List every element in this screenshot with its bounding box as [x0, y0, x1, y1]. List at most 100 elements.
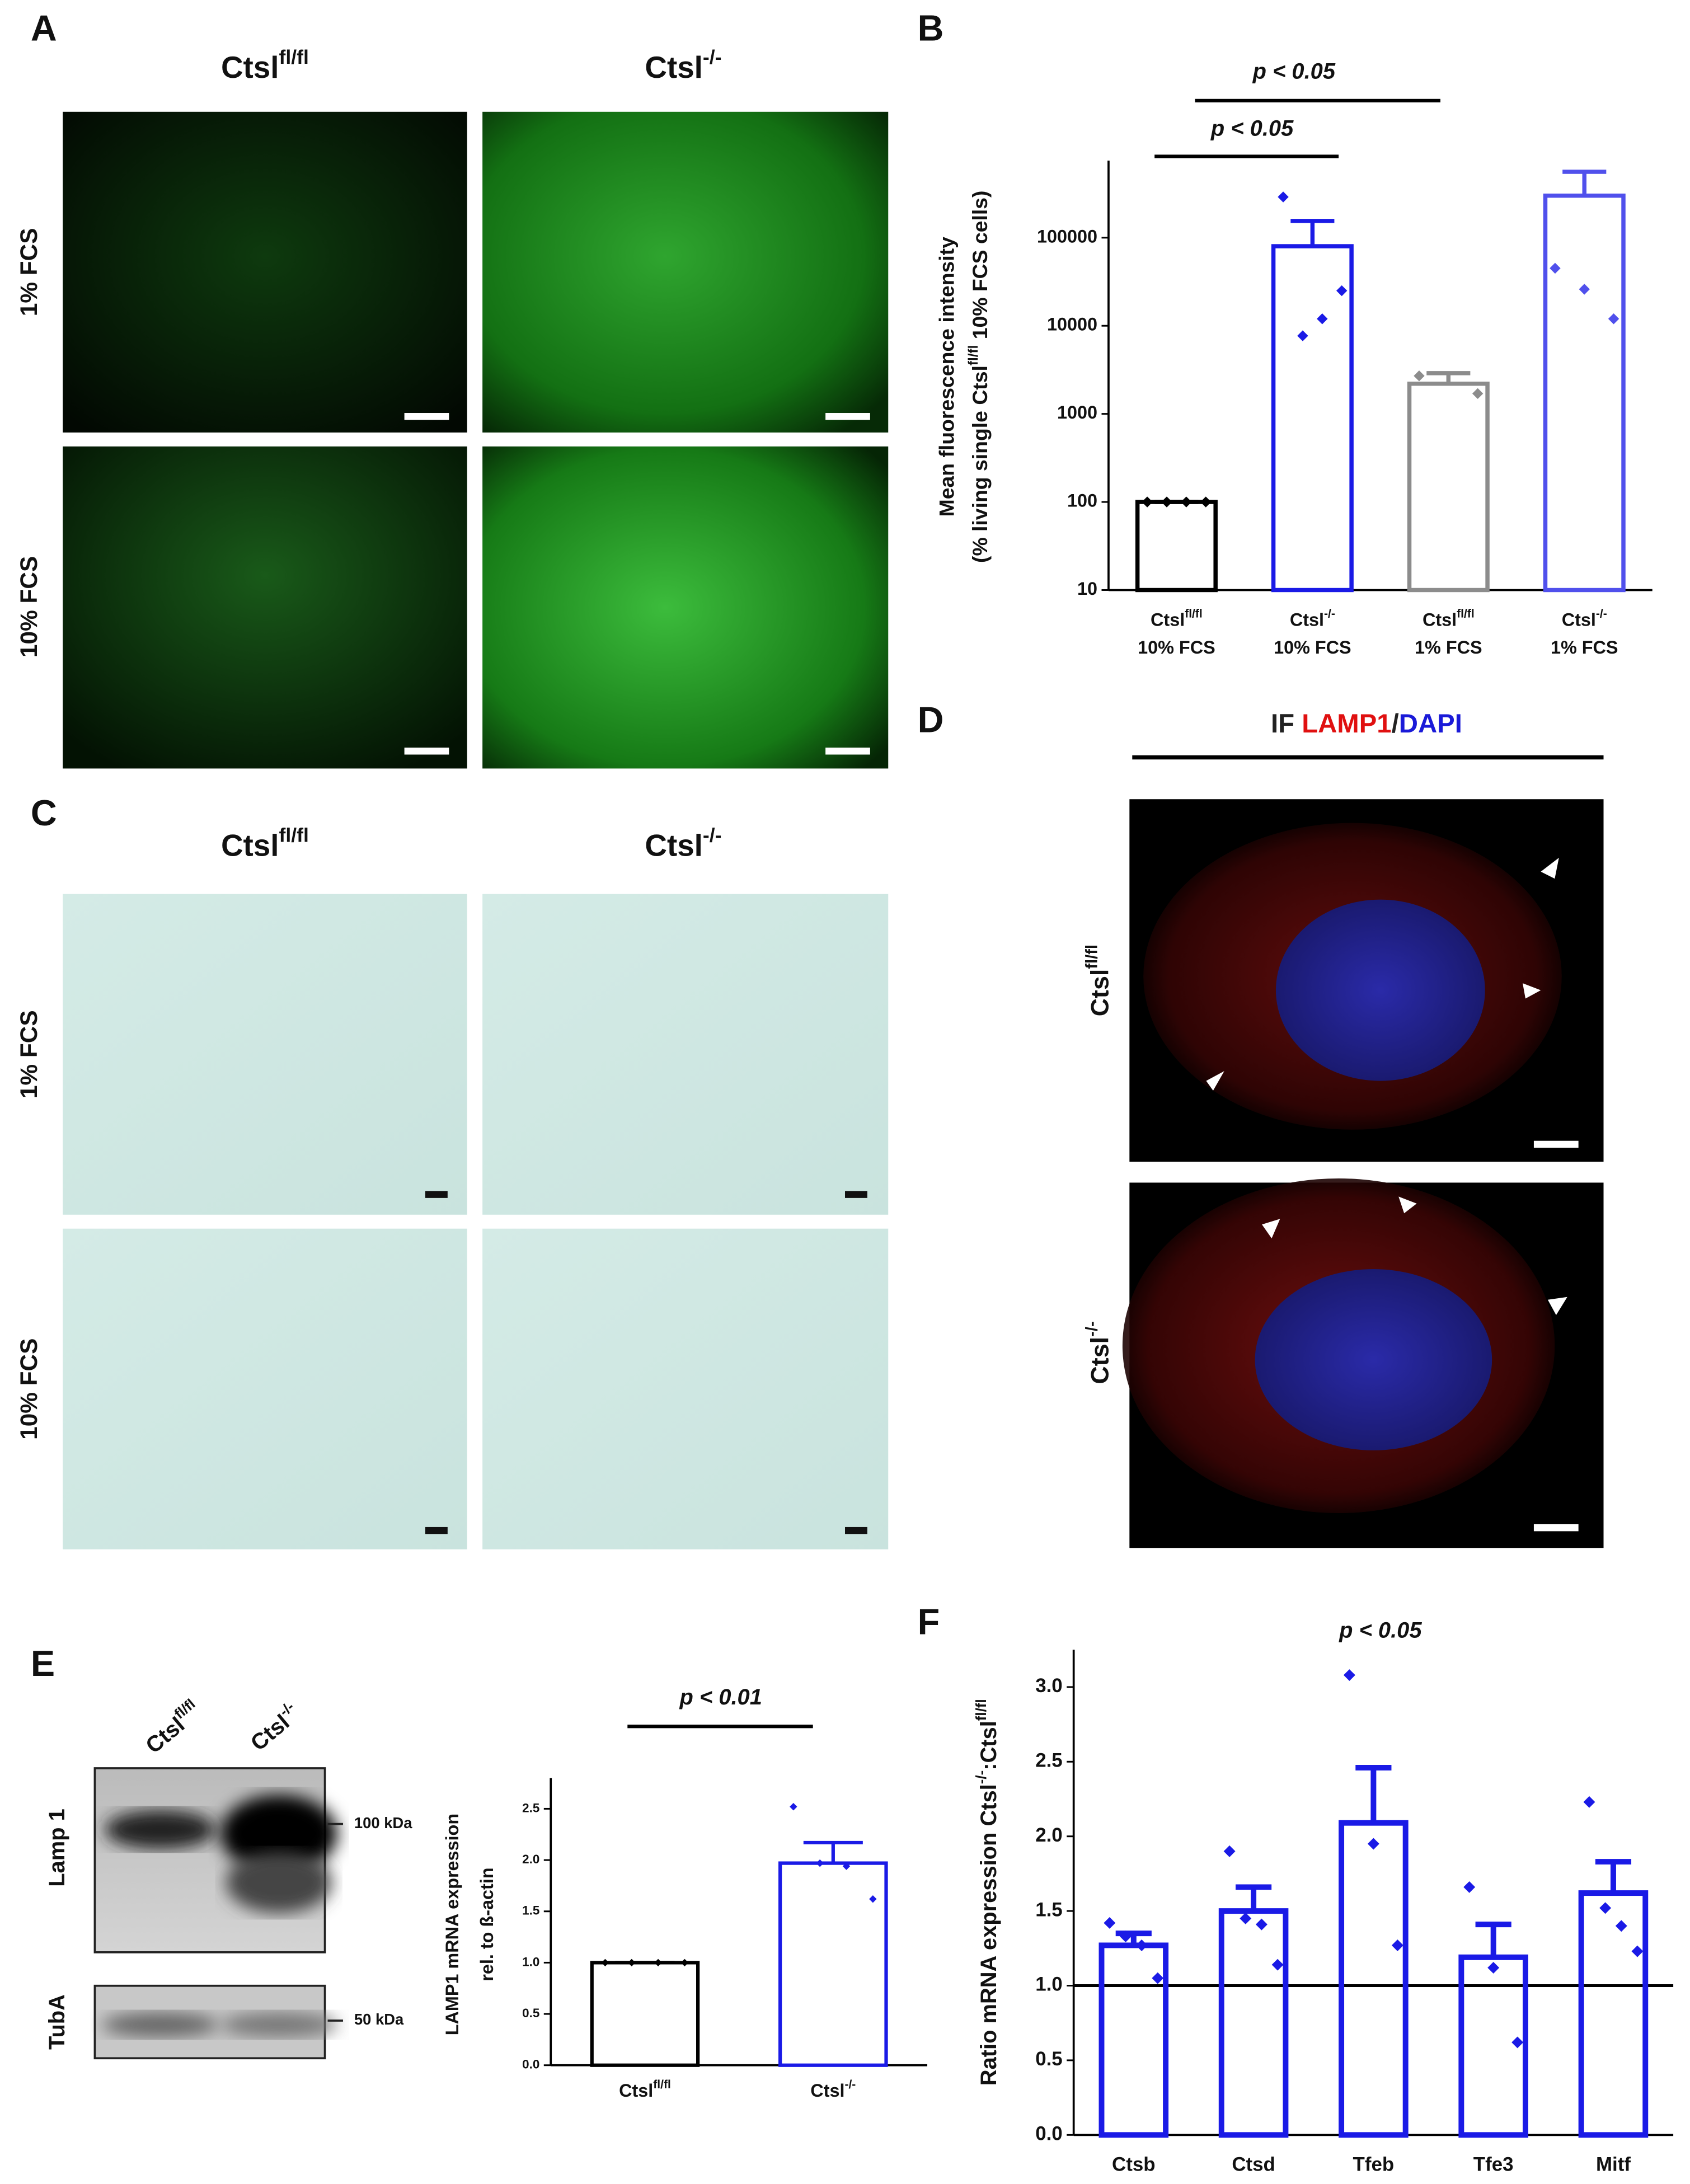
panel-label: D [918, 699, 944, 740]
text-part: 10% FCS cells) [968, 190, 992, 345]
text-part: 10% FCS [1138, 637, 1215, 657]
column-header: Ctslfl/fl [221, 46, 309, 84]
data-point [1297, 330, 1308, 341]
data-point [1463, 1881, 1476, 1893]
data-point [1631, 1945, 1644, 1957]
text-part: Ctsl [221, 50, 279, 85]
column-header: Ctsl-/- [645, 824, 721, 863]
y-tick-label: 1.5 [1035, 1899, 1062, 1920]
x-tick-label: Ctsl-/- [1562, 607, 1607, 630]
error-bar [1355, 1764, 1392, 1823]
data-point [1608, 313, 1619, 325]
row-label: 1% FCS [16, 1010, 42, 1098]
panel-label: A [31, 7, 57, 48]
y-tick-label: 1.5 [522, 1904, 539, 1918]
y-tick-label: 2.0 [522, 1852, 539, 1866]
data-point [1391, 1939, 1403, 1951]
text-part: DAPI [1399, 709, 1462, 739]
y-tick-label: 2.0 [1035, 1824, 1062, 1846]
band-label: TubA [45, 1994, 69, 2050]
data-point [1615, 1920, 1627, 1932]
y-tick-label: 100 [1067, 491, 1097, 511]
x-tick-label: Mitf [1596, 2153, 1631, 2175]
x-tick-label: Ctslfl/fl [619, 2078, 671, 2101]
text-part: Ctsl [1085, 969, 1114, 1017]
data-point [1152, 1972, 1164, 1984]
x-tick-label: Ctslfl/fl [1151, 607, 1203, 630]
panel-title: IF LAMP1/DAPI [1271, 709, 1462, 739]
significance-label: p < 0.05 [1252, 59, 1336, 84]
superscript: fl/fl [279, 46, 308, 68]
panel-label: F [918, 1601, 940, 1642]
bar [1578, 1890, 1649, 2138]
text-part: LAMP1 mRNA expression [442, 1814, 462, 2035]
y-axis-label: Ratio mRNA expression Ctsl-/-:Ctslfl/fl [974, 1699, 1001, 2086]
superscript: fl/fl [1457, 607, 1475, 620]
data-point [869, 1895, 877, 1903]
x-tick-label: Ctslfl/fl [1423, 607, 1475, 630]
y-tick-label: 1000 [1057, 402, 1097, 422]
panel-label: E [31, 1643, 55, 1684]
y-tick-label: 10 [1077, 579, 1097, 599]
row-label: 10% FCS [16, 1338, 42, 1440]
bar [778, 1861, 888, 2067]
text-part: Ctsl [1085, 1337, 1114, 1384]
row-label: Ctsl-/- [1083, 1321, 1114, 1384]
data-point [1336, 285, 1348, 297]
data-point [1223, 1845, 1236, 1857]
text-part: Ctsl [1423, 609, 1457, 630]
superscript: -/- [974, 1770, 989, 1784]
bar [590, 1961, 700, 2067]
y-tick-label: 3.0 [1035, 1675, 1062, 1697]
data-point [1200, 496, 1212, 508]
text-part: rel. to ß-actin [477, 1867, 497, 1981]
data-point [1240, 1912, 1252, 1924]
bar [1135, 500, 1218, 593]
data-point [816, 1859, 824, 1867]
bar [1543, 193, 1626, 593]
data-point [1181, 496, 1192, 508]
data-point [1135, 1939, 1148, 1951]
text-part: Mean fluorescence intensity [935, 237, 958, 517]
panel-c-images [63, 894, 889, 1549]
data-point [1104, 1917, 1116, 1929]
x-tick-label: 1% FCS [1415, 637, 1482, 657]
y-tick-label: 100000 [1037, 226, 1097, 246]
superscript: fl/fl [974, 1699, 989, 1721]
x-tick-label: Ctsl-/- [1290, 607, 1335, 630]
bar [1218, 1908, 1289, 2138]
text-part: (% living single Ctsl [968, 365, 992, 563]
error-bar [1426, 371, 1471, 384]
data-point [1414, 370, 1425, 382]
text-part: LAMP1 [1302, 709, 1391, 739]
text-part: Ctsl [1151, 609, 1185, 630]
text-part: Ctsl [810, 2080, 844, 2101]
row-label: 1% FCS [16, 228, 42, 317]
data-point [1579, 284, 1590, 295]
superscript: -/- [1324, 607, 1335, 620]
superscript: fl/fl [653, 2078, 671, 2091]
data-point [1472, 388, 1484, 400]
text-part: Ratio mRNA expression Ctsl [977, 1784, 1001, 2086]
marker-label: 100 kDa [354, 1814, 412, 1831]
data-point [680, 1958, 689, 1967]
y-tick-label: 2.5 [522, 1801, 539, 1815]
x-tick-label: Ctsl-/- [810, 2078, 856, 2101]
lane-label: Ctslfl/fl [139, 1696, 206, 1758]
significance-label: p < 0.01 [679, 1685, 762, 1709]
y-tick-label: 0.0 [522, 2058, 539, 2072]
data-point [1271, 1958, 1284, 1971]
panel-d-images [1122, 755, 1604, 1548]
data-point [654, 1958, 662, 1967]
data-point [1255, 1918, 1268, 1931]
y-tick-label: 0.5 [1035, 2048, 1062, 2070]
bar [1271, 244, 1354, 593]
text-part: 1% FCS [1415, 637, 1482, 657]
x-tick-label: 10% FCS [1274, 637, 1351, 657]
error-bar [1562, 170, 1607, 196]
superscript: -/- [844, 2078, 856, 2091]
error-bar [1290, 219, 1335, 247]
panel-label: C [31, 792, 57, 833]
data-point [1550, 262, 1561, 274]
